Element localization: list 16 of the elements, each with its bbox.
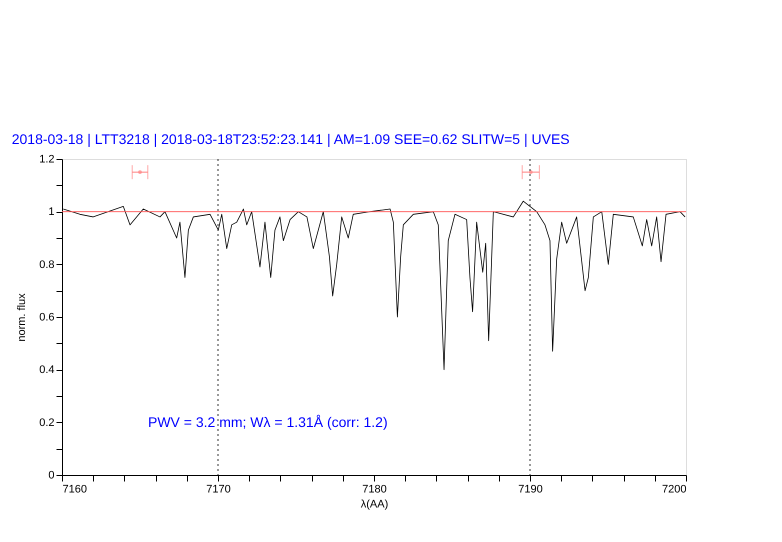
x-axis-title: λ(AA): [360, 498, 388, 510]
x-tick-label: 7160: [62, 484, 87, 496]
chart-title: 2018-03-18 | LTT3218 | 2018-03-18T23:52:23.141 | AM=1.09 SEE=0.62 SLITW=5 | UVES: [12, 131, 570, 147]
y-tick-label: 0.6: [39, 312, 54, 324]
x-tick-label: 7180: [362, 484, 387, 496]
annotation: PWV = 3.2 mm; Wλ = 1.31Å (corr: 1.2): [148, 414, 388, 430]
y-tick-label: 0.2: [39, 416, 54, 429]
y-tick-label: 1: [48, 206, 54, 218]
x-tick-label: 7190: [518, 484, 543, 496]
x-tick-label: 7170: [206, 484, 231, 496]
y-tick-label: 1.2: [39, 154, 54, 166]
y-tick-label: 0.4: [39, 364, 54, 376]
x-tick-label: 7200: [662, 484, 686, 496]
y-axis-title: norm. flux: [16, 292, 28, 342]
y-tick-label: 0: [48, 470, 54, 482]
y-tick-label: 0.8: [39, 258, 54, 271]
